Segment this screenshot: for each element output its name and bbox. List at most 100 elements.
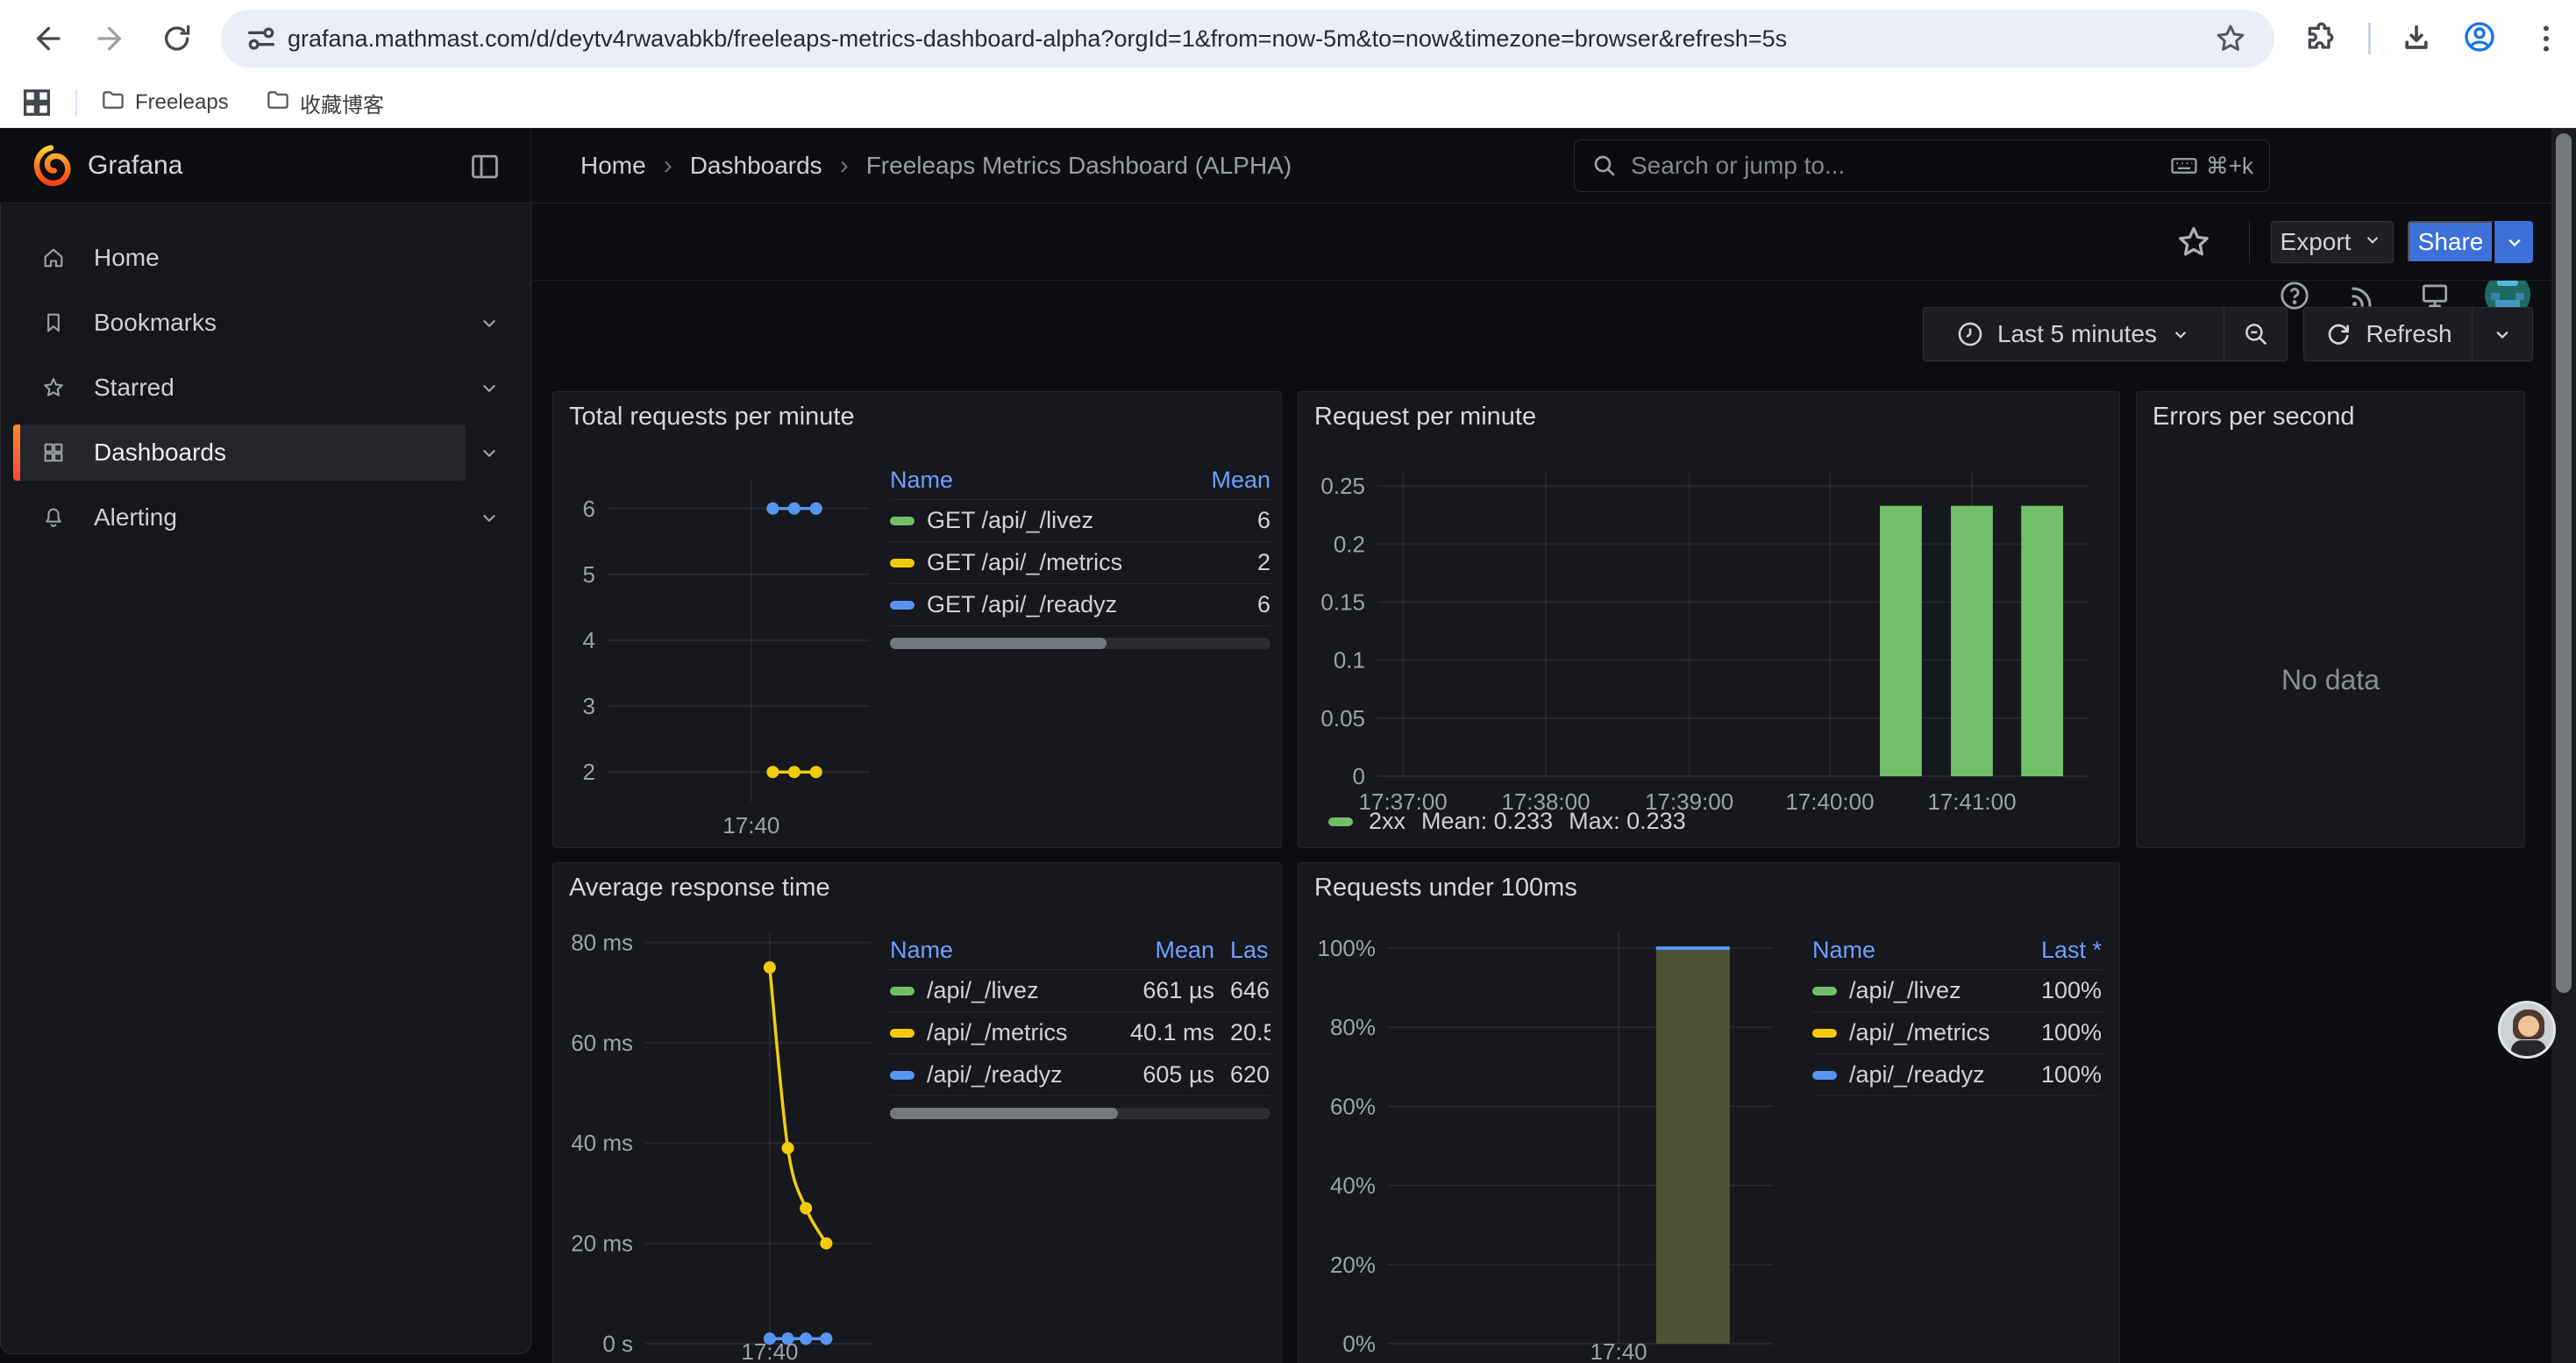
legend-row[interactable]: /api/_/metrics 40.1 ms 20.5 m xyxy=(890,1011,1270,1053)
download-icon[interactable] xyxy=(2399,21,2434,56)
home-icon xyxy=(41,246,66,270)
search-input[interactable] xyxy=(1631,152,2157,180)
legend-table: Name Mean Las/api/_/livez 661 µs 646/api/_/m… xyxy=(890,931,1270,1119)
legend-row[interactable]: /api/_/livez 100% xyxy=(1812,969,2102,1011)
bookmark-item[interactable]: 收藏博客 xyxy=(256,85,393,120)
svg-text:20%: 20% xyxy=(1330,1252,1376,1278)
chevron-down-icon xyxy=(2496,331,2508,339)
chevron-down-icon xyxy=(2174,332,2187,339)
profile-icon[interactable] xyxy=(2462,19,2497,54)
sidebar-item-starred[interactable]: Starred xyxy=(13,360,466,416)
reload-icon[interactable] xyxy=(160,21,195,56)
chevron-down-icon xyxy=(2361,228,2384,257)
bell-icon xyxy=(41,505,66,530)
panel-title[interactable]: Errors per second xyxy=(2153,403,2355,431)
toolbar-divider xyxy=(2368,23,2371,54)
legend-swatch xyxy=(890,600,914,610)
panel-title[interactable]: Average response time xyxy=(569,874,830,902)
legend-scrollbar-thumb[interactable] xyxy=(890,638,1107,649)
sidebar-item-dashboards[interactable]: Dashboards xyxy=(13,425,466,481)
legend-row[interactable]: GET /api/_/readyz 6 xyxy=(890,583,1270,625)
legend-swatch xyxy=(890,516,914,525)
apps-grid-icon[interactable] xyxy=(19,85,54,120)
legend-row[interactable]: GET /api/_/livez 6 xyxy=(890,499,1270,541)
nav-brand-section: Grafana xyxy=(0,128,531,203)
panel-requests-under-100ms[interactable]: Requests under 100ms 100% 80% 60% 40% 20% 0% 1… xyxy=(1298,862,2120,1363)
legend-row[interactable]: GET /api/_/metrics 2 xyxy=(890,541,1270,583)
panel-average-response-time[interactable]: Average response time 80 ms 60 ms 40 ms 20 … xyxy=(552,862,1282,1363)
share-dropdown-button[interactable] xyxy=(2494,221,2533,263)
zoom-out-button[interactable] xyxy=(2224,307,2288,361)
forward-icon[interactable] xyxy=(95,21,130,56)
sidebar-toggle-icon[interactable] xyxy=(468,150,502,188)
news-rss-icon[interactable] xyxy=(2346,279,2381,314)
legend-inline[interactable]: 2xx Mean: 0.233 Max: 0.233 xyxy=(1328,808,1686,835)
legend-series-name: GET /api/_/readyz xyxy=(927,591,1118,617)
search-box[interactable]: ⌘+k xyxy=(1574,139,2270,192)
bookmark-item[interactable]: Freeleaps xyxy=(91,85,238,120)
site-settings-icon[interactable] xyxy=(244,21,279,56)
legend-column-header[interactable]: Name xyxy=(890,936,954,963)
legend-row[interactable]: /api/_/livez 661 µs 646 xyxy=(890,969,1270,1011)
bookmarks-divider xyxy=(75,89,77,116)
help-icon[interactable] xyxy=(2278,279,2313,314)
legend-scrollbar[interactable] xyxy=(890,1108,1270,1119)
legend-scrollbar-thumb[interactable] xyxy=(890,1108,1119,1119)
url-bar[interactable]: grafana.mathmast.com/d/deytv4rwavabkb/fr… xyxy=(221,10,2274,68)
legend-column-header[interactable]: Name xyxy=(1812,936,1876,963)
sidebar-item-label: Bookmarks xyxy=(94,309,217,336)
average-response-time-chart: 80 ms 60 ms 40 ms 20 ms 0 s 17:40 xyxy=(562,922,882,1363)
legend-header: Name Mean Las xyxy=(890,931,1270,969)
menu-kebab-icon[interactable] xyxy=(2529,21,2564,56)
export-button[interactable]: Export xyxy=(2271,221,2394,263)
panel-request-per-minute[interactable]: Request per minute 0.25 0.2 0.15 0.1 0.05 0 17… xyxy=(1298,391,2120,848)
legend-table: Name Last * /api/_/livez 100%/api/_/metrics… xyxy=(1812,931,2102,1096)
panel-total-requests-per-minute[interactable]: Total requests per minute 6 5 4 3 2 17:40 Nam… xyxy=(552,391,1282,848)
expand-chevron-icon[interactable] xyxy=(476,504,502,531)
expand-chevron-icon[interactable] xyxy=(476,375,502,401)
url-text[interactable]: grafana.mathmast.com/d/deytv4rwavabkb/fr… xyxy=(288,25,1788,52)
panel-title[interactable]: Request per minute xyxy=(1314,403,1537,431)
back-icon[interactable] xyxy=(28,21,63,56)
time-range-picker[interactable]: Last 5 minutes xyxy=(1923,307,2224,361)
breadcrumb-item[interactable]: Home xyxy=(580,152,646,179)
scrollbar-thumb[interactable] xyxy=(2556,133,2572,993)
legend-row[interactable]: /api/_/metrics 100% xyxy=(1812,1011,2102,1053)
svg-text:100%: 100% xyxy=(1318,935,1377,961)
share-button[interactable]: Share xyxy=(2408,221,2494,263)
legend-column-header[interactable]: Las xyxy=(1230,936,1269,963)
legend-column-header[interactable]: Mean xyxy=(1211,466,1270,493)
brand-name[interactable]: Grafana xyxy=(88,151,183,180)
refresh-interval-dropdown[interactable] xyxy=(2473,307,2533,361)
legend-column-header[interactable]: Name xyxy=(890,466,954,493)
browser-toolbar: grafana.mathmast.com/d/deytv4rwavabkb/fr… xyxy=(0,0,2576,77)
bookmark-star-icon[interactable] xyxy=(2213,21,2248,56)
legend-header: Name Mean xyxy=(890,460,1270,499)
star-icon xyxy=(41,375,66,400)
floating-assistant-avatar[interactable] xyxy=(2498,1001,2556,1059)
kiosk-monitor-icon[interactable] xyxy=(2418,279,2453,314)
breadcrumb-item[interactable]: Dashboards xyxy=(689,152,822,179)
extensions-icon[interactable] xyxy=(2302,21,2338,56)
legend-column-header[interactable]: Mean xyxy=(1155,936,1214,963)
sidebar-item-alerting[interactable]: Alerting xyxy=(13,489,466,546)
folder-icon xyxy=(265,87,291,119)
panel-errors-per-second[interactable]: Errors per second No data xyxy=(2136,391,2525,848)
legend-column-header[interactable]: Last * xyxy=(2040,936,2102,963)
legend-row[interactable]: /api/_/readyz 100% xyxy=(1812,1053,2102,1095)
legend-scrollbar[interactable] xyxy=(890,638,1270,649)
page-scrollbar[interactable] xyxy=(2551,128,2576,1363)
sidebar-item-bookmarks[interactable]: Bookmarks xyxy=(13,295,466,351)
panel-title[interactable]: Total requests per minute xyxy=(569,403,855,431)
favorite-star-icon[interactable] xyxy=(2174,223,2213,261)
sidebar-item-home[interactable]: Home xyxy=(13,230,466,286)
expand-chevron-icon[interactable] xyxy=(476,439,502,466)
legend-row[interactable]: /api/_/readyz 605 µs 620 xyxy=(890,1053,1270,1095)
svg-text:60%: 60% xyxy=(1330,1093,1376,1119)
refresh-button[interactable]: Refresh xyxy=(2303,307,2473,361)
grafana-logo[interactable] xyxy=(30,145,72,187)
panel-title[interactable]: Requests under 100ms xyxy=(1314,874,1577,902)
svg-text:17:41:00: 17:41:00 xyxy=(1927,789,2016,815)
breadcrumb-item[interactable]: Freeleaps Metrics Dashboard (ALPHA) xyxy=(865,152,1292,179)
expand-chevron-icon[interactable] xyxy=(476,310,502,336)
